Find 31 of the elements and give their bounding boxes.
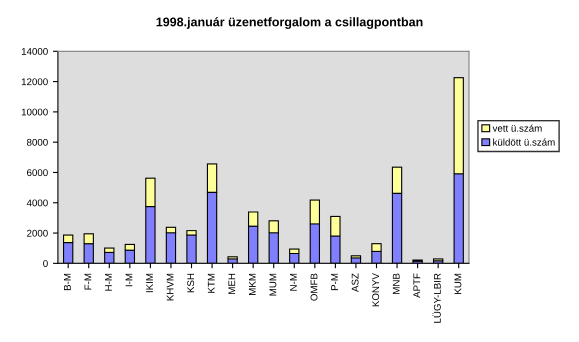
y-tick-label: 4000 xyxy=(26,199,48,206)
y-tick-label: 12000 xyxy=(22,78,48,86)
x-tick-label: IKIM xyxy=(146,274,153,292)
x-tick-label: APTF xyxy=(413,273,420,298)
x-tick-label: MUM xyxy=(270,274,276,296)
x-tick-label: ASZ xyxy=(352,273,359,292)
legend-label: vett ü.szám xyxy=(492,124,542,132)
x-tick-label: B-M xyxy=(64,274,71,290)
x-tick-label: KSH xyxy=(187,274,194,292)
x-tick-label: P-M xyxy=(331,274,338,290)
x-tick-label: KONYV xyxy=(372,273,380,306)
x-tick-label: I-M xyxy=(126,274,132,286)
x-tick-label: KHVM xyxy=(166,274,174,300)
legend-label: küldött ü.szám xyxy=(493,138,555,146)
x-tick-label: MKM xyxy=(248,274,256,295)
x-tick-label: F-M xyxy=(84,274,92,290)
x-tick-label: LÜGY-LBIR xyxy=(432,274,441,323)
y-tick-label: 6000 xyxy=(27,169,48,176)
x-tick-label: MNB xyxy=(392,274,400,294)
x-tick-label: H-M xyxy=(105,274,112,291)
y-tick-label: 2000 xyxy=(27,230,48,237)
x-tick-label: OMFB xyxy=(310,274,318,301)
y-tick-label: 8000 xyxy=(26,138,48,146)
y-tick-label: 14000 xyxy=(22,48,48,55)
x-tick-label: KUM xyxy=(454,274,462,294)
x-tick-label: MEH xyxy=(228,274,236,294)
y-tick-label: 10000 xyxy=(22,108,48,116)
chart-title: 1998.január üzenetforgalom a csillagpontban xyxy=(156,17,422,29)
y-tick-label: 0 xyxy=(43,260,48,267)
x-tick-label: N-M xyxy=(290,274,297,291)
x-tick-label: KTM xyxy=(208,274,215,293)
